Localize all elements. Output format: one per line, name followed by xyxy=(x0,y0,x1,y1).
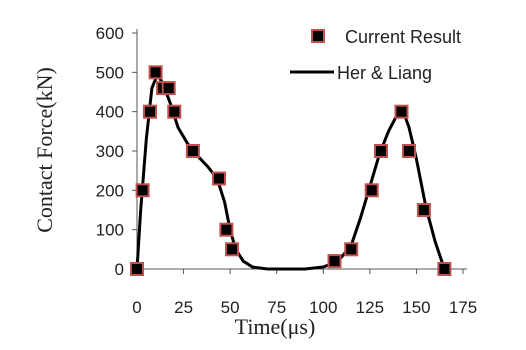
data-point-current-result xyxy=(167,104,182,119)
data-point-current-result xyxy=(219,222,234,237)
data-point-current-result xyxy=(148,65,163,80)
data-point-current-result xyxy=(130,262,144,276)
legend-label-her-liang: Her & Liang xyxy=(337,63,432,83)
data-point-current-result xyxy=(344,242,359,257)
x-axis-title: Time(μs) xyxy=(235,314,316,339)
legend-marker-current-result xyxy=(311,29,325,43)
data-point-current-result xyxy=(161,81,176,96)
x-tick-label: 175 xyxy=(449,298,477,317)
data-point-current-result xyxy=(416,203,431,217)
y-axis-title: Contact Force(kN) xyxy=(32,67,57,233)
data-point-current-result xyxy=(364,183,379,198)
data-point-current-result xyxy=(143,104,157,119)
x-tick-label: 50 xyxy=(221,298,240,317)
axes-layer: 0 100 200 300 400 500 600 0 25 50 75 100 125 150 175 xyxy=(96,24,478,317)
x-tick-label: 25 xyxy=(174,298,193,317)
data-point-current-result xyxy=(394,104,409,119)
x-tick-label: 0 xyxy=(132,298,141,317)
legend: Current Result Her & Liang xyxy=(290,27,461,83)
y-tick-label: 600 xyxy=(96,24,124,43)
x-tick-label: 100 xyxy=(309,298,337,317)
x-tick-label: 75 xyxy=(267,298,286,317)
data-point-current-result xyxy=(374,144,388,158)
y-tick-label: 100 xyxy=(96,221,124,240)
data-point-current-result xyxy=(437,262,452,276)
marker-layer xyxy=(130,65,452,276)
y-tick-label: 500 xyxy=(96,63,124,82)
data-point-current-result xyxy=(327,254,342,269)
y-tick-label: 300 xyxy=(96,142,124,161)
y-tick-label: 400 xyxy=(96,103,124,122)
x-tick-label: 125 xyxy=(356,298,384,317)
legend-label-current-result: Current Result xyxy=(345,27,461,47)
data-point-current-result xyxy=(225,242,239,257)
data-point-current-result xyxy=(402,144,416,158)
x-tick-label: 150 xyxy=(402,298,430,317)
data-point-current-result xyxy=(212,171,226,186)
y-tick-label: 0 xyxy=(115,260,124,279)
data-point-current-result xyxy=(135,183,150,198)
data-point-current-result xyxy=(185,144,200,158)
y-tick-label: 200 xyxy=(96,181,124,200)
